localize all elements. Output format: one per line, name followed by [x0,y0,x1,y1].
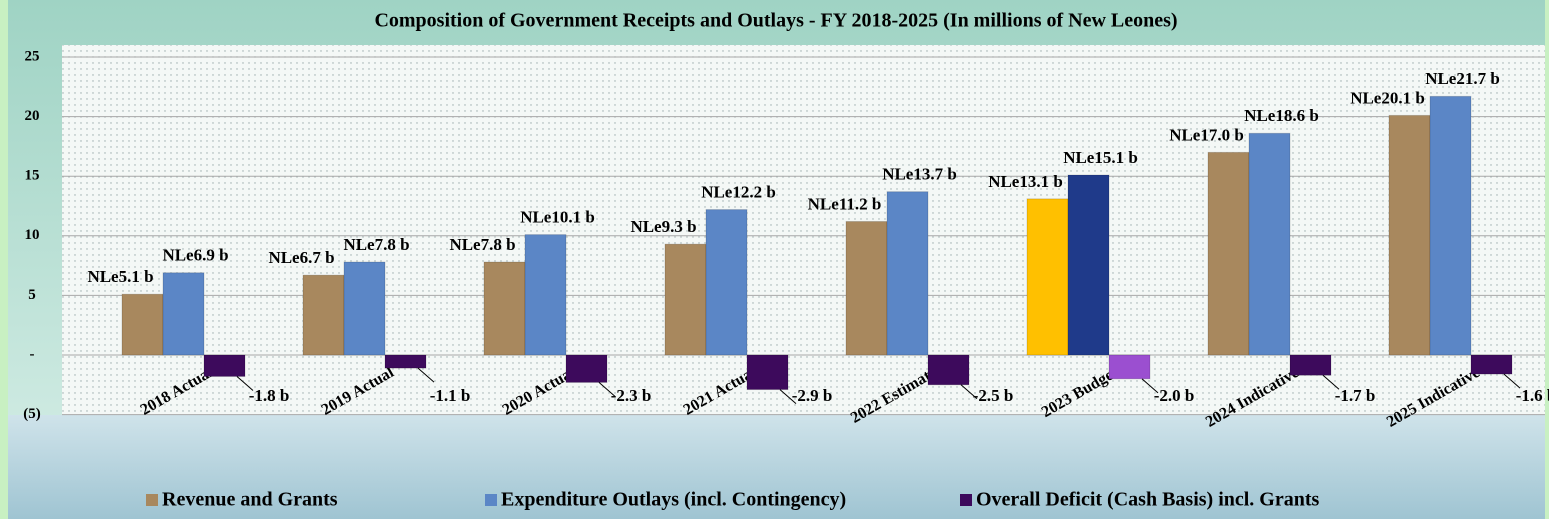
bar [343,261,386,356]
leader-line [960,384,978,400]
leader-line [1322,374,1340,390]
bar [1207,151,1250,356]
bar [1429,95,1472,356]
data-label: -1.7 b [1335,386,1376,405]
bar [483,261,526,356]
data-label: NLe7.8 b [343,235,409,254]
data-label: -1.8 b [249,386,290,405]
data-label: NLe9.3 b [630,217,696,236]
bar [1470,354,1513,375]
data-label: NLe12.2 b [701,182,776,201]
bar [121,293,164,356]
bar [1108,354,1151,380]
y-tick-label: 10 [25,227,40,243]
bar [664,243,707,356]
legend-background [8,415,1545,519]
bar [1026,198,1069,356]
bar [845,220,888,356]
bar [565,354,608,383]
bar [203,354,246,377]
data-label: NLe6.9 b [162,246,228,265]
bar [1248,132,1291,356]
bar [746,354,789,391]
bar [1067,174,1110,356]
data-label: NLe11.2 b [808,194,882,213]
y-tick-label: (5) [23,406,41,422]
data-label: -2.5 b [973,386,1014,405]
bar [524,234,567,356]
legend-label: Overall Deficit (Cash Basis) incl. Grant… [976,489,1320,511]
data-label: -1.1 b [430,386,471,405]
data-label: NLe6.7 b [268,248,334,267]
y-tick-label: 25 [25,48,40,64]
y-tick-label: 5 [28,287,36,303]
legend-swatch [960,494,972,506]
data-label: NLe5.1 b [87,267,153,286]
data-label: NLe17.0 b [1169,125,1244,144]
data-label: -2.0 b [1154,386,1195,405]
data-label: NLe20.1 b [1350,88,1425,107]
y-tick-label: 20 [25,108,40,124]
legend-label: Revenue and Grants [162,489,338,511]
bar [302,274,345,356]
y-tick-label: 15 [25,168,40,184]
leader-line [779,389,797,404]
data-label: -1.6 b [1516,386,1549,405]
data-label: NLe18.6 b [1244,106,1319,125]
bar [162,272,205,356]
data-label: NLe13.1 b [988,172,1063,191]
data-label: NLe21.7 b [1425,69,1500,88]
bar [1388,114,1431,356]
bar [384,354,427,369]
bar [886,191,929,356]
chart-title: Composition of Government Receipts and O… [374,10,1177,32]
bar [1289,354,1332,376]
leader-line [1141,378,1159,394]
data-label: -2.3 b [611,386,652,405]
data-label: -2.9 b [792,386,833,405]
data-label: NLe15.1 b [1063,148,1138,167]
leader-line [236,376,254,391]
leader-line [1503,373,1521,389]
leader-line [417,367,435,383]
bar [927,354,970,386]
bar [705,209,748,356]
data-label: NLe10.1 b [520,208,595,227]
data-label: NLe7.8 b [449,235,515,254]
data-label: NLe13.7 b [882,165,957,184]
legend-label: Expenditure Outlays (incl. Contingency) [501,489,846,511]
legend-swatch [146,494,158,506]
leader-line [598,382,616,397]
legend-swatch [485,494,497,506]
y-tick-label: - [30,346,35,362]
